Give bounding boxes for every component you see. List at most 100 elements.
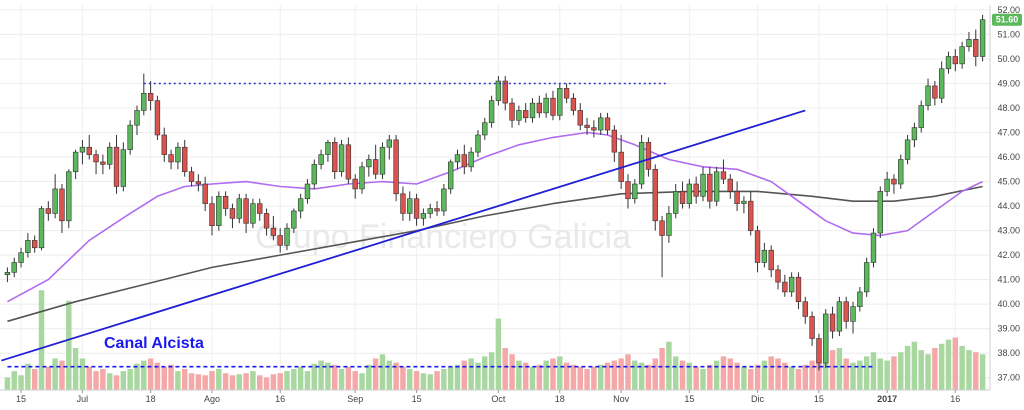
candle-body — [250, 203, 256, 224]
volume-bar — [4, 377, 11, 390]
candle-body — [454, 154, 461, 163]
candle-body — [938, 68, 945, 99]
candle-body — [420, 213, 427, 219]
volume-bar — [188, 373, 195, 390]
candle-body — [291, 210, 297, 229]
y-tick-label: 39.00 — [997, 324, 1020, 334]
candle-body — [127, 124, 133, 150]
volume-bar — [304, 371, 311, 390]
candle-body — [161, 134, 167, 155]
candle-body — [782, 281, 788, 293]
candle-body — [113, 146, 120, 187]
candle-body — [591, 127, 597, 131]
volume-bar — [318, 360, 324, 390]
candle-body — [345, 144, 352, 180]
volume-bar — [488, 352, 495, 390]
candle-body — [332, 142, 338, 173]
candle-body — [857, 291, 863, 307]
candle-body — [447, 161, 454, 190]
x-tick-label: Oct — [491, 394, 506, 404]
candle-body — [741, 200, 747, 204]
volume-bar — [291, 369, 297, 390]
volume-bar — [372, 358, 379, 390]
volume-bar — [686, 362, 693, 390]
candle-body — [441, 188, 447, 212]
candle-body — [809, 316, 815, 339]
volume-bar — [338, 369, 345, 390]
volume-bar — [802, 364, 809, 390]
volume-bar — [379, 354, 386, 390]
candle-body — [72, 151, 79, 173]
candle-body — [666, 213, 672, 236]
volume-bar — [147, 358, 154, 390]
x-tick-label: 18 — [146, 394, 156, 404]
candle-body — [577, 110, 583, 126]
candle-body — [693, 183, 699, 197]
volume-bar — [543, 360, 549, 390]
candle-body — [843, 301, 849, 322]
volume-bar — [529, 366, 536, 390]
last-price-label: 51.60 — [996, 15, 1019, 25]
candle-body — [543, 97, 549, 114]
volume-bar — [18, 375, 24, 390]
volume-bar — [652, 358, 658, 390]
candle-body — [945, 56, 952, 70]
candle-body — [679, 191, 686, 204]
volume-bar — [557, 356, 563, 390]
candle-body — [195, 181, 202, 185]
y-tick-label: 50.00 — [997, 54, 1020, 64]
volume-bar — [366, 364, 372, 390]
candle-body — [495, 80, 502, 101]
candle-body — [366, 159, 372, 168]
candle-body — [141, 92, 147, 111]
y-tick-label: 51.00 — [997, 29, 1020, 39]
volume-bar — [563, 362, 570, 390]
x-tick-label: Sep — [347, 394, 363, 404]
candle-body — [318, 154, 324, 165]
candle-body — [863, 262, 870, 293]
candle-body — [168, 154, 174, 163]
candle-body — [550, 97, 556, 116]
candle-body — [413, 198, 420, 219]
candle-body — [468, 151, 474, 168]
candle-body — [263, 213, 270, 229]
volume-bar — [359, 373, 365, 390]
volume-bar — [973, 352, 979, 390]
volume-bar — [195, 374, 202, 390]
volume-bar — [952, 337, 959, 390]
volume-bar — [761, 360, 768, 390]
volume-bar — [966, 350, 972, 390]
volume-bar — [59, 360, 65, 390]
volume-bar — [52, 358, 58, 390]
volume-bar — [938, 343, 945, 390]
candle-body — [734, 191, 740, 204]
candle-body — [659, 220, 665, 236]
candle-body — [795, 276, 802, 303]
candle-body — [823, 313, 829, 364]
volume-bar — [332, 364, 338, 390]
volume-bar — [898, 352, 904, 390]
volume-bar — [522, 362, 529, 390]
candle-body — [338, 144, 345, 173]
volume-bar — [25, 363, 31, 390]
volume-bar — [284, 371, 290, 390]
channel-annotation: Canal Alcista — [104, 335, 204, 352]
volume-bar — [713, 360, 720, 390]
volume-bar — [768, 356, 774, 390]
volume-bar — [870, 352, 877, 390]
x-tick-label: 2017 — [877, 394, 897, 404]
candle-body — [11, 262, 17, 273]
candle-body — [891, 178, 897, 185]
candle-body — [434, 208, 440, 212]
volume-bar — [141, 360, 147, 390]
volume-bar — [222, 373, 229, 390]
y-tick-label: 48.00 — [997, 103, 1020, 113]
x-axis: 15 Jul 18 Ago 16 Sep 15 Oct 18 Nov 15 Dic 15 2017 16 — [0, 389, 990, 404]
volume-bar — [113, 375, 120, 390]
volume-bar — [836, 348, 843, 390]
volume-bar — [625, 354, 631, 390]
x-tick-label: 15 — [684, 394, 694, 404]
volume-bar — [325, 362, 331, 390]
x-tick-label: 16 — [950, 394, 960, 404]
candle-body — [816, 338, 822, 364]
